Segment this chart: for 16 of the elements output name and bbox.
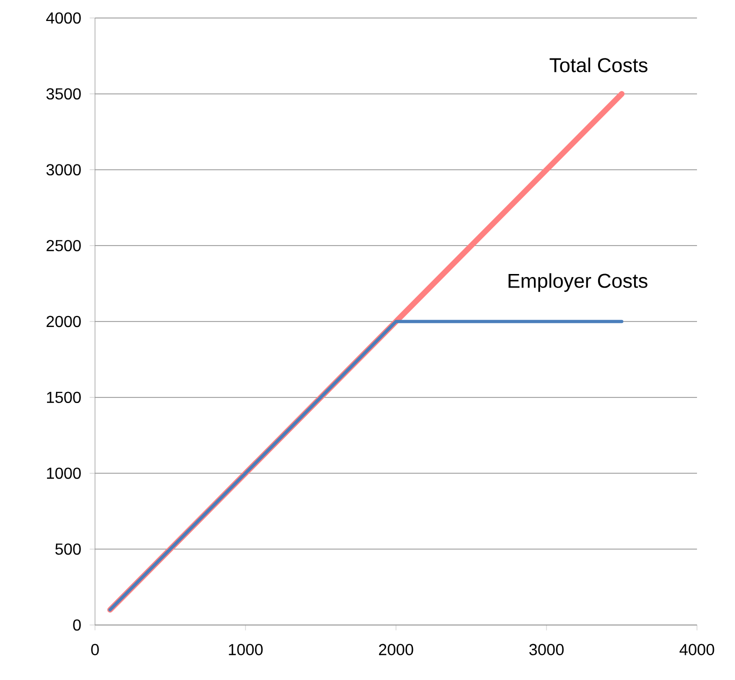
y-tick-label: 4000 xyxy=(46,12,81,24)
x-tick-label: 2000 xyxy=(379,644,414,656)
y-tick-label: 1500 xyxy=(47,392,81,404)
x-tick-label: 0 xyxy=(91,644,99,656)
series-label: Total Costs xyxy=(550,58,648,72)
x-tick-label: 4000 xyxy=(680,644,714,656)
y-tick-label: 3500 xyxy=(46,88,81,100)
y-tick-label: 2000 xyxy=(46,316,81,328)
y-tick-label: 1000 xyxy=(47,468,81,479)
series-label: Employer Costs xyxy=(508,273,648,292)
y-tick-label: 3000 xyxy=(46,164,81,176)
x-tick-label: 1000 xyxy=(228,644,263,656)
y-tick-label: 2500 xyxy=(46,240,81,252)
y-tick-label: 500 xyxy=(55,543,81,555)
y-tick-label: 0 xyxy=(73,619,81,631)
x-tick-label: 3000 xyxy=(529,644,564,656)
